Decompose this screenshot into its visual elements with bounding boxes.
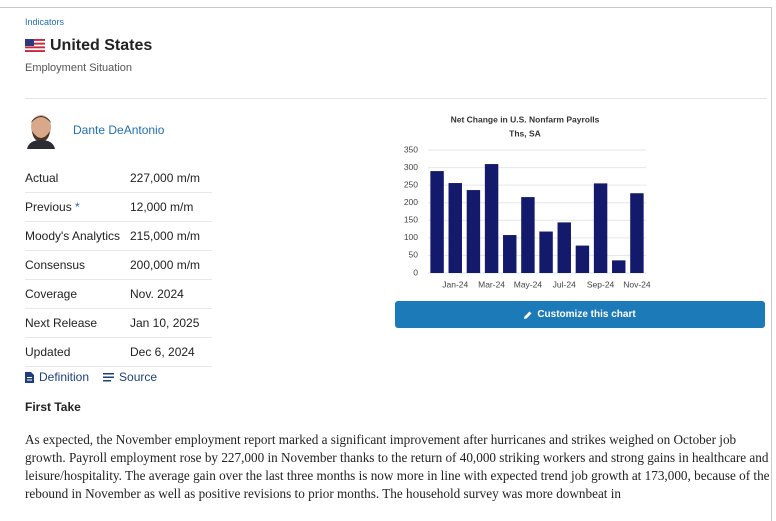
stat-label: Moody's Analytics <box>25 222 130 251</box>
bar <box>594 183 607 273</box>
stat-value: 227,000 m/m <box>130 164 212 193</box>
flag-icon <box>25 39 45 52</box>
breadcrumb[interactable]: Indicators <box>25 17 64 27</box>
y-tick-label: 150 <box>404 215 418 225</box>
section-title: First Take <box>25 400 81 414</box>
stat-marker[interactable]: * <box>75 200 80 214</box>
stat-label-cell: Previous * <box>25 193 130 222</box>
stat-value: 215,000 m/m <box>130 222 212 251</box>
list-icon <box>103 373 114 382</box>
x-tick-label: Jul-24 <box>553 279 576 289</box>
link-text: Source <box>119 370 157 384</box>
source-link[interactable]: Source <box>103 370 157 384</box>
author-avatar <box>25 109 57 149</box>
chart: Net Change in U.S. Nonfarm Payrolls Ths,… <box>395 109 765 289</box>
stat-label: Next Release <box>25 309 130 338</box>
stat-label: Previous <box>25 200 72 214</box>
bar <box>558 222 571 273</box>
customize-button[interactable]: Customize this chart <box>395 301 765 328</box>
y-tick-label: 350 <box>404 144 418 154</box>
x-tick-label: Sep-24 <box>587 279 615 289</box>
bar <box>467 190 480 273</box>
stat-label: Actual <box>25 164 130 193</box>
stat-value: 200,000 m/m <box>130 251 212 280</box>
y-tick-label: 250 <box>404 179 418 189</box>
bar <box>485 164 498 273</box>
bar <box>521 197 534 273</box>
bar <box>630 193 643 273</box>
body-text: As expected, the November employment rep… <box>25 431 770 503</box>
stat-label: Coverage <box>25 280 130 309</box>
x-tick-label: Mar-24 <box>478 279 505 289</box>
doc-icon <box>25 372 34 383</box>
definition-link[interactable]: Definition <box>25 370 89 384</box>
page-title: United States <box>50 37 152 55</box>
chart-subtitle: Ths, SA <box>509 128 541 138</box>
page: Indicators United States Employment Situ… <box>0 7 772 521</box>
stat-value: 12,000 m/m <box>130 193 212 222</box>
stat-label: Updated <box>25 338 130 367</box>
bar <box>576 246 589 273</box>
link-text: Definition <box>39 370 89 384</box>
x-tick-label: May-24 <box>514 279 543 289</box>
author-name[interactable]: Dante DeAntonio <box>73 123 164 137</box>
y-tick-label: 100 <box>404 232 418 242</box>
bar <box>430 171 443 273</box>
separator <box>25 98 767 99</box>
y-tick-label: 200 <box>404 197 418 207</box>
links: Definition Source <box>25 370 157 384</box>
y-tick-label: 300 <box>404 162 418 172</box>
bar <box>539 232 552 273</box>
pencil-icon <box>524 311 532 319</box>
stat-value: Nov. 2024 <box>130 280 212 309</box>
page-subtitle: Employment Situation <box>25 62 132 74</box>
button-label: Customize this chart <box>537 309 635 320</box>
y-tick-label: 50 <box>409 250 419 260</box>
stat-value: Dec 6, 2024 <box>130 338 212 367</box>
stat-label: Consensus <box>25 251 130 280</box>
x-tick-label: Jan-24 <box>442 279 468 289</box>
chart-title: Net Change in U.S. Nonfarm Payrolls <box>451 114 600 124</box>
bar <box>612 260 625 273</box>
bar <box>449 183 462 273</box>
y-tick-label: 0 <box>413 267 418 277</box>
bar <box>503 235 516 273</box>
stat-value: Jan 10, 2025 <box>130 309 212 338</box>
x-tick-label: Nov-24 <box>623 279 651 289</box>
